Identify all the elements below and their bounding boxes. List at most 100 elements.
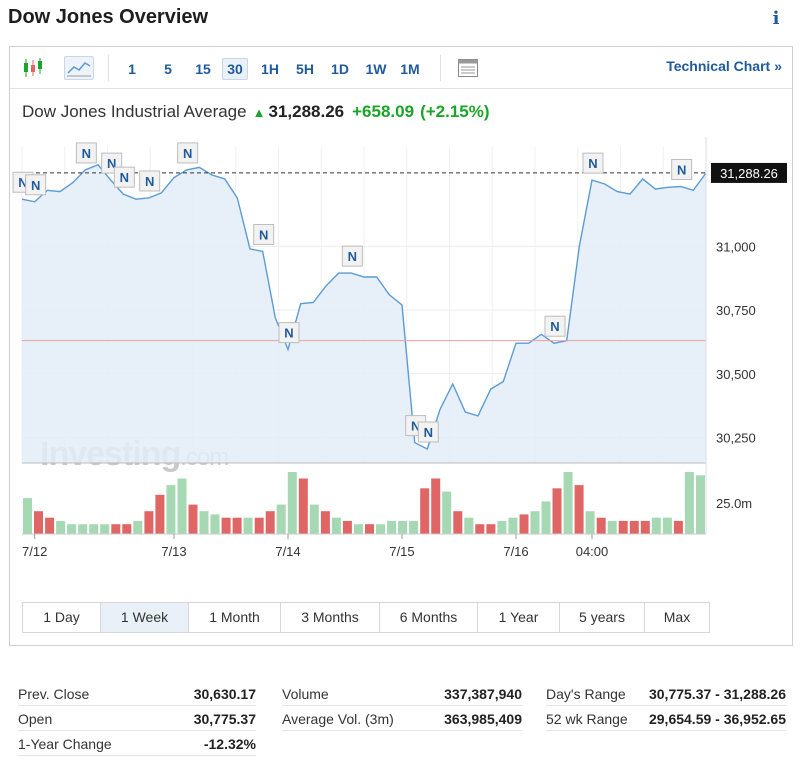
news-marker-label: N — [550, 319, 559, 334]
volume-bar — [552, 488, 562, 534]
volume-bar — [342, 520, 352, 534]
technical-chart-link[interactable]: Technical Chart» — [666, 58, 782, 74]
volume-bar — [133, 520, 143, 534]
volume-bar — [508, 517, 518, 534]
volume-bar — [67, 524, 77, 534]
price-change-percent: (+2.15%) — [420, 102, 490, 121]
technical-chart-label: Technical Chart — [666, 58, 771, 74]
volume-bar — [221, 517, 231, 534]
volume-bar — [155, 494, 165, 534]
volume-bar — [276, 504, 286, 534]
volume-bar — [673, 520, 683, 534]
page-title: Dow Jones Overview — [8, 6, 209, 28]
news-marker-label: N — [183, 146, 192, 161]
news-marker — [671, 159, 693, 180]
stat-label: Open — [18, 711, 53, 727]
stat-value: 29,654.59 - 36,952.65 — [648, 711, 786, 727]
volume-bar — [541, 501, 551, 534]
x-tick-label: 7/12 — [22, 544, 47, 559]
volume-bar — [177, 478, 187, 534]
volume-bar — [574, 485, 584, 534]
stat-average-volume: Average Vol. (3m) 363,985,409 — [282, 707, 522, 731]
stat-1-year-change: 1-Year Change -12.32% — [18, 732, 256, 756]
volume-bar — [144, 511, 154, 534]
candlestick-icon[interactable] — [20, 56, 46, 80]
volume-bar — [475, 524, 485, 534]
volume-bar — [34, 511, 43, 534]
stat-value: 363,985,409 — [444, 711, 522, 727]
interval-1h[interactable]: 1H — [261, 61, 279, 77]
stat-prev-close: Prev. Close 30,630.17 — [18, 682, 256, 706]
volume-bar — [243, 517, 253, 534]
range-5-years[interactable]: 5 years — [560, 603, 645, 632]
volume-bar — [376, 524, 385, 534]
range-max[interactable]: Max — [663, 609, 691, 625]
last-price: 31,288.26 — [268, 102, 345, 121]
range-6-months[interactable]: 6 Months — [380, 603, 478, 632]
page-header: Dow Jones Overview i — [8, 6, 792, 30]
volume-bar — [89, 524, 99, 534]
interval-1d[interactable]: 1D — [331, 61, 349, 77]
volume-bar — [596, 517, 606, 534]
news-marker-label: N — [677, 163, 686, 178]
stat-days-range: Day's Range 30,775.37 - 31,288.26 — [546, 682, 786, 706]
y-tick-label: 31,000 — [716, 239, 756, 254]
price-chart[interactable]: Investing.com31,00030,75030,50030,25031,… — [10, 47, 792, 567]
price-area — [22, 164, 706, 464]
volume-bar — [651, 517, 661, 534]
news-marker-label: N — [107, 156, 116, 171]
interval-1m[interactable]: 1M — [400, 61, 420, 77]
news-marker-label: N — [284, 326, 293, 341]
volume-bar — [210, 514, 220, 534]
interval-1w[interactable]: 1W — [365, 61, 387, 77]
volume-bar — [530, 511, 540, 534]
interval-5[interactable]: 5 — [164, 61, 172, 77]
news-marker — [177, 142, 199, 164]
range-3-months[interactable]: 3 Months — [281, 603, 380, 632]
volume-bar — [254, 517, 264, 534]
quote-line: Dow Jones Industrial Average ▲ 31,288.26 +6… — [22, 102, 490, 126]
info-icon[interactable]: i — [772, 8, 780, 29]
news-marker — [113, 166, 135, 188]
volume-bar — [354, 524, 363, 534]
news-marker-label: N — [31, 178, 40, 193]
interval-5h[interactable]: 5H — [296, 61, 314, 77]
stat-value: 337,387,940 — [444, 686, 522, 702]
area-chart-icon[interactable] — [64, 56, 94, 80]
volume-bar — [519, 514, 529, 534]
volume-bar — [629, 520, 639, 534]
volume-bar — [78, 524, 88, 534]
volume-bar — [585, 511, 595, 534]
volume-bar — [640, 520, 650, 534]
stat-label: Volume — [282, 686, 329, 702]
volume-bar — [23, 498, 32, 534]
news-marker-label: N — [348, 249, 357, 264]
range-1-month[interactable]: 1 Month — [189, 603, 281, 632]
news-marker — [341, 245, 363, 267]
chart-widget: 1 5 15 30 1H 5H 1D 1W 1M Technical Chart… — [9, 46, 793, 646]
interval-30[interactable]: 30 — [222, 58, 248, 80]
price-change: +658.09 — [352, 102, 415, 121]
news-marker-label: N — [82, 146, 91, 161]
range-1-week[interactable]: 1 Week — [101, 603, 189, 632]
stat-value: 30,775.37 - 31,288.26 — [648, 686, 786, 702]
volume-bar — [199, 511, 209, 534]
interval-1[interactable]: 1 — [128, 61, 136, 77]
table-icon[interactable] — [456, 56, 482, 80]
volume-bar — [122, 524, 132, 534]
stat-value: 30,775.37 — [193, 711, 256, 727]
range-1-year[interactable]: 1 Year — [478, 603, 560, 632]
interval-15[interactable]: 15 — [195, 61, 211, 77]
news-marker-label: N — [259, 227, 268, 242]
volume-bar — [331, 517, 341, 534]
news-marker — [253, 223, 275, 245]
price-line — [21, 163, 707, 450]
volume-bar — [188, 504, 198, 534]
x-tick-label: 7/15 — [389, 544, 414, 559]
stat-volume: Volume 337,387,940 — [282, 682, 522, 706]
y-tick-label: 30,500 — [716, 367, 756, 382]
toolbar-divider — [440, 55, 441, 81]
range-1-day[interactable]: 1 Day — [23, 603, 101, 632]
time-range-selector: 1 Day 1 Week 1 Month 3 Months 6 Months 1… — [22, 602, 710, 633]
x-tick-label: 7/13 — [161, 544, 186, 559]
